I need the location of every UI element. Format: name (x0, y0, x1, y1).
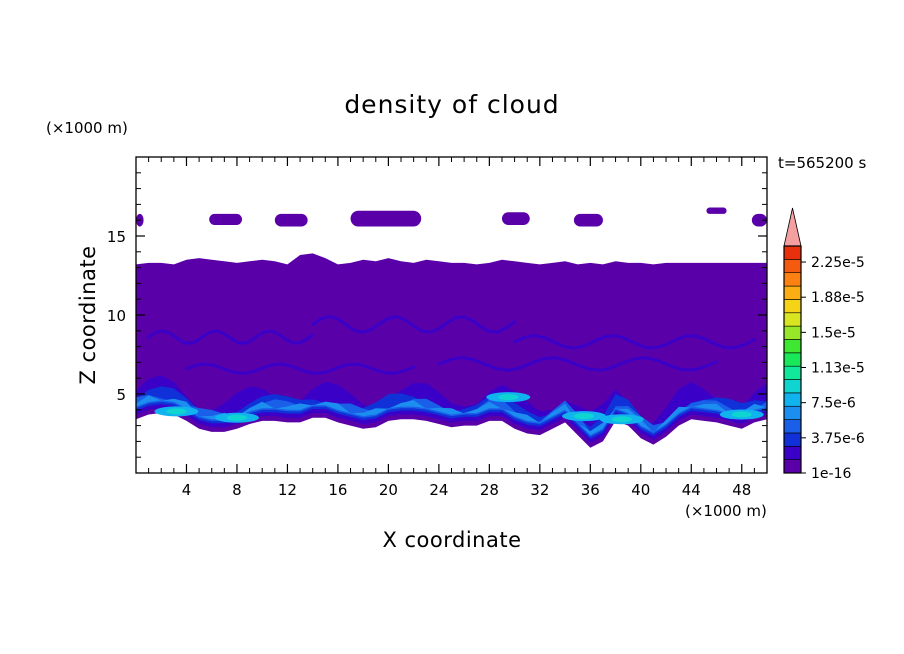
colorbar-swatch (783, 325, 802, 340)
x-tick-label: 44 (682, 481, 701, 499)
x-tick-label: 16 (328, 481, 347, 499)
colorbar-label: 2.25e-5 (811, 255, 865, 271)
y-tick-label: 15 (107, 228, 126, 246)
contour-core-inner-2 (226, 414, 247, 421)
y-tick-label: 10 (107, 307, 126, 325)
contour-level-4 (136, 386, 767, 439)
x-tick-label: 24 (429, 481, 448, 499)
y-axis: 5 10 15 (107, 172, 767, 458)
colorbar-swatch (783, 419, 802, 434)
colorbar-swatch (783, 312, 802, 327)
cloud-patch-6 (573, 213, 603, 227)
x-unit-label: (×1000 m) (685, 502, 767, 520)
colorbar-swatch (783, 379, 802, 394)
cloud-patch-8 (751, 213, 767, 227)
contour-core-inner-3 (498, 394, 519, 401)
contour-streak-4 (185, 362, 416, 375)
contour-field (136, 207, 767, 448)
contour-streak-3 (513, 333, 756, 350)
x-tick-label: 12 (278, 481, 297, 499)
cloud-patch-3 (274, 213, 308, 227)
contour-level-2 (136, 397, 767, 443)
colorbar-swatch (783, 299, 802, 314)
colorbar-swatch (783, 259, 802, 274)
x-axis: 4 8 12 16 20 24 28 32 36 40 44 48 (148, 157, 755, 499)
colorbar-swatch (783, 432, 802, 447)
x-axis-label: X coordinate (382, 528, 521, 552)
cloud-patch-7 (706, 207, 727, 214)
time-label: t=565200 s (778, 154, 866, 172)
colorbar-label: 1.88e-5 (811, 290, 865, 306)
x-tick-label: 4 (182, 481, 192, 499)
colorbar-swatch (783, 459, 802, 474)
colorbar-label: 7.5e-6 (811, 396, 856, 412)
x-tick-label: 36 (581, 481, 600, 499)
colorbar-swatch (783, 272, 802, 287)
colorbar-extend-triangle (783, 207, 802, 247)
contour-streak-1 (147, 329, 315, 345)
contour-core-inner-1 (166, 408, 187, 415)
x-tick-label: 8 (232, 481, 242, 499)
x-tick-label: 32 (530, 481, 549, 499)
contour-core-inner-5 (611, 416, 632, 423)
colorbar-swatch (783, 352, 802, 367)
y-tick-label: 5 (116, 386, 126, 404)
x-tick-label: 20 (379, 481, 398, 499)
colorbar-swatch (783, 405, 802, 420)
x-tick-label: 48 (732, 481, 751, 499)
colorbar-swatch (783, 245, 802, 260)
colorbar-label: 1e-16 (811, 466, 851, 482)
colorbar-swatch (783, 445, 802, 460)
colorbar-swatch (783, 365, 802, 380)
cloud-patch-2 (209, 213, 243, 225)
chart-title: density of cloud (344, 90, 559, 119)
contour-level-6 (136, 395, 767, 436)
colorbar-label: 1.13e-5 (811, 361, 865, 377)
contour-streak-5 (437, 356, 718, 372)
x-tick-label: 28 (480, 481, 499, 499)
cloud-patch-4 (350, 210, 422, 227)
colorbar: 1e-16 3.75e-6 7.5e-6 1.13e-5 1.5e-5 1.88e-5 2.… (783, 207, 865, 482)
colorbar-label: 1.5e-5 (811, 325, 856, 341)
contour-streak-2 (311, 315, 517, 334)
colorbar-swatch (783, 392, 802, 407)
colorbar-label: 3.75e-6 (811, 431, 865, 447)
contour-core-inner-6 (731, 411, 752, 418)
x-tick-label: 40 (631, 481, 650, 499)
y-axis-label: Z coordinate (76, 245, 100, 384)
colorbar-swatch (783, 339, 802, 354)
cloud-patch-5 (501, 212, 530, 225)
colorbar-frame (783, 245, 802, 474)
colorbar-swatch (783, 285, 802, 300)
y-unit-label: (×1000 m) (46, 119, 128, 137)
contour-level-3 (136, 375, 767, 439)
contour-core-inner-4 (574, 413, 595, 420)
